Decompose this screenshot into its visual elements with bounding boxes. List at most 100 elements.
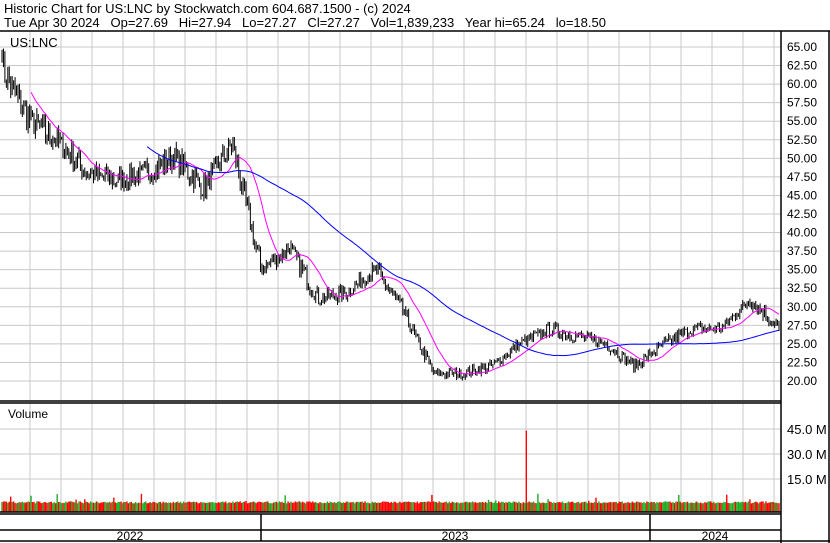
volume-bar [576, 502, 578, 512]
volume-bar [653, 501, 655, 512]
volume-bar [203, 502, 205, 512]
volume-bar [275, 501, 278, 512]
volume-bar [659, 502, 661, 512]
volume-bar [261, 502, 263, 512]
volume-bar [397, 502, 400, 512]
volume-bar [371, 501, 374, 512]
volume-bar [637, 501, 639, 512]
volume-bar [434, 501, 436, 512]
volume-bar [232, 501, 234, 512]
volume-bar [535, 503, 538, 512]
volume-bar [190, 502, 192, 512]
volume-bar [62, 502, 64, 512]
volume-bar [352, 501, 355, 512]
volume-bar [540, 503, 542, 512]
year-label: 2022 [117, 529, 144, 543]
volume-bar [31, 502, 34, 512]
volume-bar [628, 502, 631, 512]
price-tick: 42.50 [787, 207, 817, 221]
symbol-label: US:LNC [10, 35, 58, 50]
volume-bar [243, 501, 246, 512]
volume-bar [11, 501, 13, 512]
volume-bar [564, 503, 567, 512]
volume-bar [229, 502, 231, 512]
volume-bar [682, 502, 684, 512]
volume-bar [17, 502, 19, 512]
volume-bar [338, 501, 340, 512]
volume-bar [288, 502, 291, 512]
volume-bar [525, 430, 527, 512]
volume-bar [524, 502, 526, 512]
volume-bar [373, 502, 375, 512]
volume-bar [18, 502, 21, 512]
volume-bar [41, 502, 44, 512]
volume-bar [608, 502, 610, 512]
volume-bar [339, 502, 342, 512]
volume-bar [312, 501, 314, 512]
volume-bar [437, 503, 439, 512]
volume-bar [416, 501, 419, 512]
volume-bar [217, 502, 220, 512]
volume-bar [325, 503, 327, 512]
volume-bar [307, 501, 310, 512]
volume-bar [259, 501, 262, 512]
volume-bar [734, 501, 737, 512]
volume-bar [269, 503, 272, 512]
chart-title: Historic Chart for US:LNC by Stockwatch.… [4, 1, 411, 16]
volume-bar [471, 501, 474, 512]
volume-bar [588, 500, 590, 512]
volume-bar [240, 502, 243, 512]
volume-bar [71, 501, 73, 512]
volume-bar [332, 502, 334, 512]
volume-bar [127, 503, 130, 512]
volume-bar [133, 503, 135, 512]
year-label: 2024 [702, 529, 729, 543]
volume-bar [730, 503, 732, 512]
volume-bar [532, 501, 535, 512]
volume-bar [572, 501, 574, 512]
volume-bar [537, 493, 539, 512]
volume-bar [177, 501, 179, 512]
volume-bar [201, 502, 204, 512]
volume-bar [415, 502, 417, 512]
volume-bar [220, 501, 223, 512]
volume-bar [412, 502, 414, 512]
volume-bar [168, 502, 170, 512]
volume-bar [285, 503, 288, 512]
volume-bar [601, 503, 603, 512]
volume-bar [394, 502, 397, 512]
volume-bar [695, 501, 697, 512]
volume-bar [381, 501, 384, 512]
volume-bar [755, 501, 757, 512]
volume-bar [646, 501, 648, 512]
volume-bar [705, 502, 708, 512]
volume-bar [663, 501, 665, 512]
volume-bar [621, 501, 623, 512]
volume-bar [156, 503, 159, 512]
volume-bar [184, 502, 186, 512]
volume-bar [163, 502, 166, 512]
volume-bar [694, 502, 696, 512]
volume-bar [463, 502, 465, 512]
volume-bar [143, 502, 146, 512]
volume-bar [158, 502, 160, 512]
volume-bar [193, 501, 195, 512]
volume-bar [691, 502, 693, 512]
ma-short-line [30, 91, 780, 375]
volume-bar [468, 502, 471, 512]
volume-bar [496, 503, 498, 512]
volume-bar [322, 503, 324, 512]
volume-bar [545, 502, 548, 512]
volume-bar [678, 495, 680, 512]
volume-bar [624, 502, 626, 512]
volume-bar [155, 502, 157, 512]
volume-bar [635, 501, 638, 512]
volume-bar [582, 502, 584, 512]
volume-bar [268, 503, 270, 512]
volume-bar [718, 502, 721, 512]
volume-bar [290, 501, 292, 512]
volume-bar [139, 502, 141, 512]
volume-bar [197, 503, 199, 512]
volume-bar [102, 502, 105, 512]
volume-bar [704, 502, 706, 512]
